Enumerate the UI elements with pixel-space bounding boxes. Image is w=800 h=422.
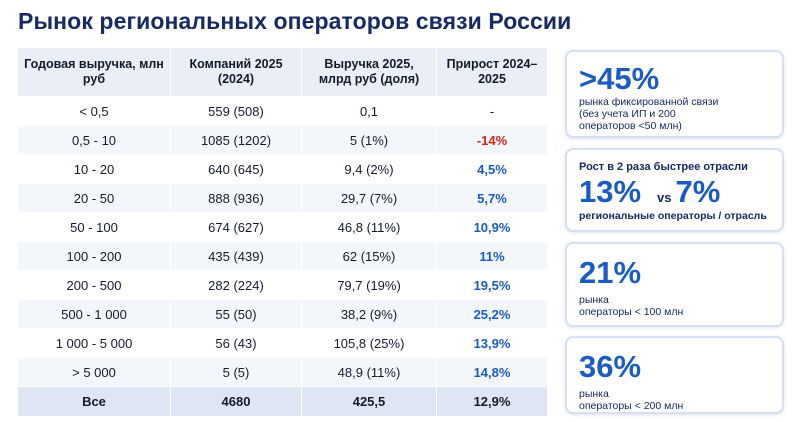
cell-revenue: 0,1 [301,96,437,126]
cell-growth: 10,9% [436,212,548,242]
cell-range: 20 - 50 [17,183,171,213]
table-row: > 5 000 5 (5) 48,9 (11%) 14,8% [17,357,548,387]
cell-growth: 19,5% [436,270,548,300]
table-row: < 0,5 559 (508) 0,1 - [17,96,548,126]
card-big-value: >45% [579,61,660,96]
card-big-value: 21% [579,255,642,290]
card-caption-line: рынка [579,388,609,400]
table-row: 100 - 200 435 (439) 62 (15%) 11% [17,241,548,271]
cell-revenue: 9,4 (2%) [301,154,437,184]
table-row: 200 - 500 282 (224) 79,7 (19%) 19,5% [17,270,548,300]
cell-companies: 5 (5) [170,357,302,387]
table-row: 20 - 50 888 (936) 29,7 (7%) 5,7% [17,183,548,213]
cell-range: 200 - 500 [17,270,171,300]
cell-range: 1 000 - 5 000 [17,328,171,358]
card-caption-line: операторы < 100 млн [579,306,684,318]
cell-revenue: 48,9 (11%) [301,357,437,387]
cell-companies: 1085 (1202) [170,125,302,155]
cell-companies: 888 (936) [170,183,302,213]
cell-growth: -14% [436,125,548,155]
cell-growth: 4,5% [436,154,548,184]
cell-range: 100 - 200 [17,241,171,271]
cell-companies: 559 (508) [170,96,302,126]
card-caption-line: рынка фиксированной связи [579,96,719,108]
table-total-row: Все 4680 425,5 12,9% [17,386,548,417]
card-heading: Рост в 2 раза быстрее отрасли [579,161,748,173]
cell-revenue: 38,2 (9%) [301,299,437,329]
comparison-row: 13% vs 7% [579,175,770,209]
cell-range: > 5 000 [17,357,171,387]
cell-range: 0,5 - 10 [17,125,171,155]
table-row: 500 - 1 000 55 (50) 38,2 (9%) 25,2% [17,299,548,329]
header-revenue-range: Годовая выручка, млн руб [17,47,171,97]
industry-growth-value: 7% [675,174,721,209]
cell-revenue: 62 (15%) [301,241,437,271]
header-companies: Компаний 2025 (2024) [170,47,302,97]
cell-revenue: 105,8 (25%) [301,328,437,358]
cell-companies: 56 (43) [170,328,302,358]
cell-revenue: 79,7 (19%) [301,270,437,300]
card-caption-line: операторов <50 млн) [579,120,682,132]
page-title: Рынок региональных операторов связи Росс… [18,8,572,34]
total-growth: 12,9% [436,386,548,417]
cell-revenue: 46,8 (11%) [301,212,437,242]
cell-growth: 5,7% [436,183,548,213]
cell-range: < 0,5 [17,96,171,126]
card-share-under-200: 36% рынка операторы < 200 млн [565,336,784,414]
card-share-under-100: 21% рынка операторы < 100 млн [565,242,784,327]
card-big-value: 36% [579,349,642,384]
cell-growth: 14,8% [436,357,548,387]
regional-growth-value: 13% [579,174,642,209]
total-label: Все [17,386,171,417]
table-header-row: Годовая выручка, млн руб Компаний 2025 (… [17,47,548,97]
vs-label: vs [657,190,672,205]
table-row: 10 - 20 640 (645) 9,4 (2%) 4,5% [17,154,548,184]
table-row: 1 000 - 5 000 56 (43) 105,8 (25%) 13,9% [17,328,548,358]
card-growth-comparison: Рост в 2 раза быстрее отрасли 13% vs 7% … [565,148,784,232]
cell-companies: 282 (224) [170,270,302,300]
card-caption-line: рынка [579,294,609,306]
cell-range: 10 - 20 [17,154,171,184]
cell-revenue: 5 (1%) [301,125,437,155]
card-fixed-market-share: >45% рынка фиксированной связи (без учет… [565,50,784,138]
cell-growth: 11% [436,241,548,271]
total-revenue: 425,5 [301,386,437,417]
cell-companies: 640 (645) [170,154,302,184]
card-caption-line: операторы < 200 млн [579,400,684,412]
table-row: 0,5 - 10 1085 (1202) 5 (1%) -14% [17,125,548,155]
cell-companies: 674 (627) [170,212,302,242]
table-row: 50 - 100 674 (627) 46,8 (11%) 10,9% [17,212,548,242]
header-growth: Прирост 2024–2025 [436,47,548,97]
cell-companies: 435 (439) [170,241,302,271]
header-revenue-share: Выручка 2025, млрд руб (доля) [301,47,437,97]
cell-growth: - [436,96,548,126]
total-companies: 4680 [170,386,302,417]
operators-table: Годовая выручка, млн руб Компаний 2025 (… [17,47,548,417]
cell-range: 500 - 1 000 [17,299,171,329]
cell-range: 50 - 100 [17,212,171,242]
card-caption-line: (без учета ИП и 200 [579,108,676,120]
cell-revenue: 29,7 (7%) [301,183,437,213]
cell-companies: 55 (50) [170,299,302,329]
cell-growth: 13,9% [436,328,548,358]
cell-growth: 25,2% [436,299,548,329]
card-footnote: региональные операторы / отрасль [579,210,767,222]
